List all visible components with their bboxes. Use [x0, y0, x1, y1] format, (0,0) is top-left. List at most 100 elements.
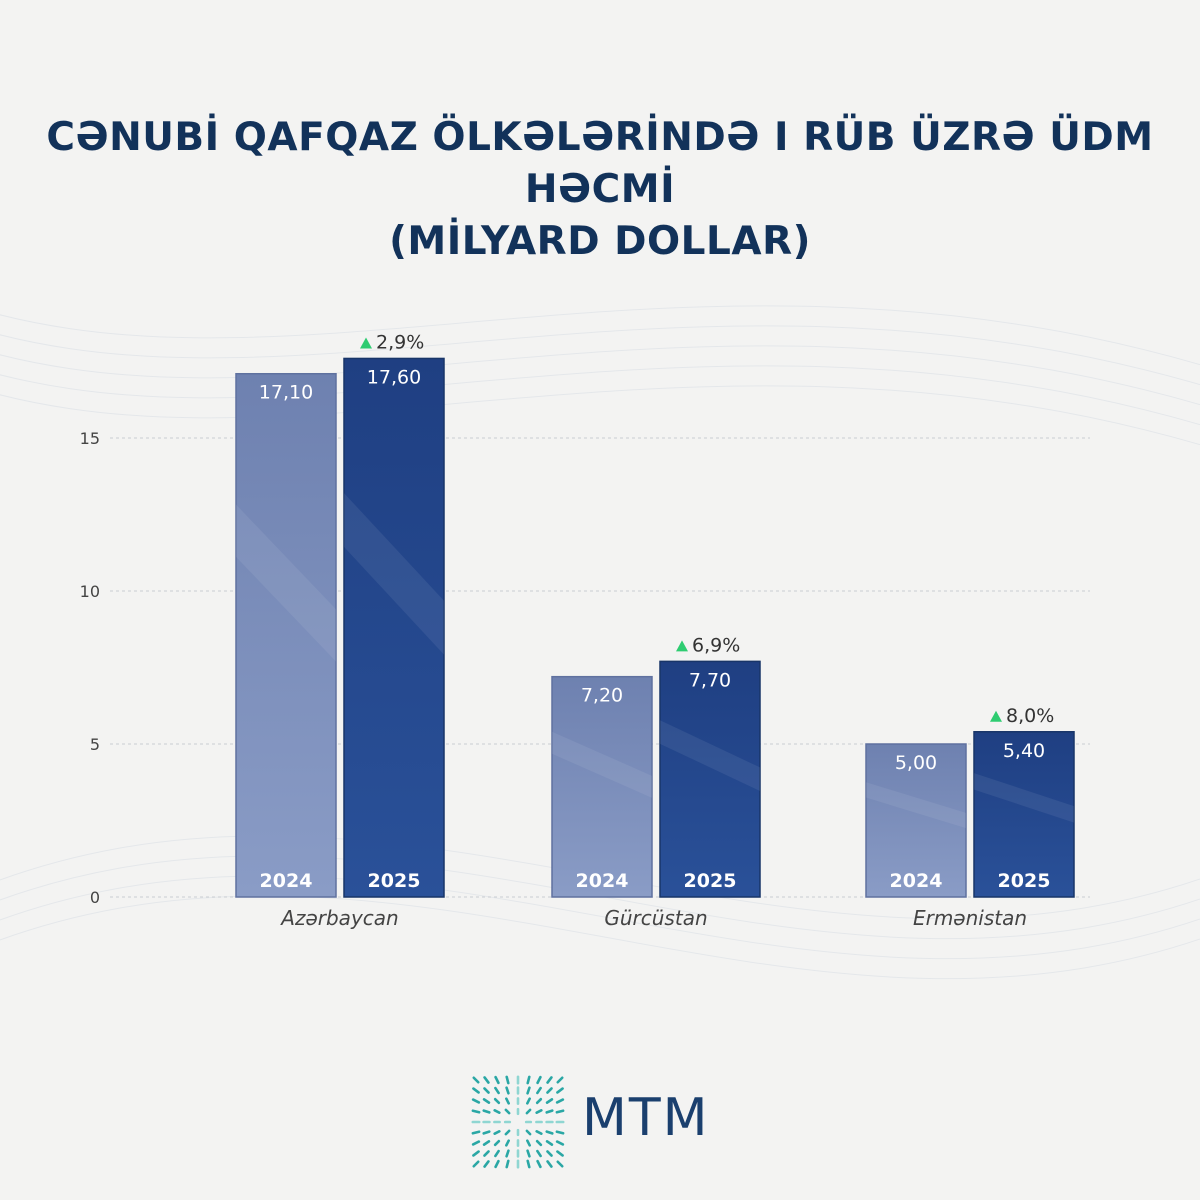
y-tick-label: 10: [80, 582, 100, 601]
bar-sheen: [236, 504, 336, 662]
logo-ray: [505, 1149, 510, 1158]
logo-ray: [525, 1129, 532, 1136]
logo-ray: [493, 1139, 501, 1147]
bar-value-label: 7,20: [581, 685, 623, 707]
logo-ray: [494, 1075, 500, 1085]
mtm-logo-mark: [471, 1075, 565, 1169]
logo-ray: [535, 1139, 543, 1147]
logo-ray: [472, 1087, 480, 1094]
category-label: Ermənistan: [913, 906, 1027, 930]
bar-sheen: [552, 731, 652, 798]
logo-ray: [555, 1140, 565, 1146]
bar-2025: [659, 660, 761, 898]
logo-ray: [536, 1086, 542, 1095]
bar-sheen: [660, 720, 760, 791]
bar-2025: [973, 731, 1075, 898]
logo-ray: [545, 1098, 554, 1104]
chart-title-line1: CƏNUBİ QAFQAZ ÖLKƏLƏRİNDƏ I RÜB ÜZRƏ ÜDM…: [46, 115, 1154, 212]
logo-ray: [505, 1139, 510, 1147]
change-percent-label: 2,9%: [376, 331, 424, 353]
logo-ray: [482, 1098, 491, 1104]
chart-title-line2: (MİLYARD DOLLAR): [389, 219, 811, 264]
logo-ray: [472, 1076, 480, 1084]
logo-ray: [505, 1159, 510, 1169]
bar-value-label: 5,00: [895, 752, 937, 774]
logo-ray: [526, 1097, 531, 1105]
bar-sheen: [866, 782, 966, 829]
logo-ray: [483, 1087, 490, 1094]
logo-ray: [505, 1075, 510, 1085]
logo-ray: [556, 1087, 564, 1094]
logo-ray: [483, 1150, 490, 1157]
logo-ray: [555, 1109, 565, 1114]
y-tick-label: 15: [80, 429, 100, 448]
logo-ray: [504, 1129, 511, 1136]
logo-ray: [525, 1108, 532, 1115]
logo-ray: [546, 1150, 553, 1157]
logo-ray: [493, 1130, 501, 1135]
category-label: Gürcüstan: [604, 906, 707, 930]
logo-ray: [556, 1076, 564, 1084]
logo-ray: [526, 1159, 531, 1169]
logo-ray: [505, 1086, 510, 1095]
logo-ray: [535, 1130, 543, 1135]
change-percent-label: 8,0%: [1006, 705, 1054, 727]
logo-ray: [504, 1108, 511, 1115]
bar-sheen: [344, 493, 444, 655]
bar-year-label: 2025: [998, 870, 1051, 892]
bar-value-label: 7,70: [689, 669, 731, 691]
brand-name: MTM: [582, 1088, 710, 1148]
logo-ray: [493, 1097, 501, 1105]
logo-ray: [536, 1075, 542, 1085]
bar-value-label: 17,10: [259, 382, 313, 404]
logo-ray: [546, 1076, 553, 1084]
logo-ray: [471, 1098, 481, 1104]
y-tick-label: 0: [90, 888, 100, 907]
logo-ray: [526, 1075, 531, 1085]
up-triangle-icon: [360, 337, 372, 349]
bar-year-label: 2024: [890, 870, 943, 892]
up-triangle-icon: [676, 640, 688, 652]
logo-ray: [471, 1140, 481, 1146]
logo-ray: [494, 1159, 500, 1169]
bar-year-label: 2025: [368, 870, 421, 892]
logo-ray: [526, 1086, 531, 1095]
logo-ray: [556, 1160, 564, 1168]
logo-ray: [545, 1109, 554, 1114]
logo-icon: [471, 1075, 565, 1169]
logo-ray: [526, 1139, 531, 1147]
y-tick-label: 5: [90, 735, 100, 754]
logo-ray: [535, 1109, 543, 1114]
logo-ray: [483, 1076, 490, 1084]
logo-ray: [526, 1149, 531, 1158]
logo-ray: [482, 1140, 491, 1146]
bar-year-label: 2024: [576, 870, 629, 892]
bar-2024: [865, 743, 967, 898]
bar-value-label: 17,60: [367, 366, 421, 388]
logo-ray: [546, 1087, 553, 1094]
logo-ray: [555, 1098, 565, 1104]
logo-ray: [505, 1097, 510, 1105]
logo-ray: [471, 1109, 481, 1114]
bar-2024: [235, 372, 337, 898]
chart-title: CƏNUBİ QAFQAZ ÖLKƏLƏRİNDƏ I RÜB ÜZRƏ ÜDM…: [0, 112, 1200, 268]
change-percent-label: 6,9%: [692, 634, 740, 656]
logo-ray: [493, 1109, 501, 1114]
logo-ray: [536, 1159, 542, 1169]
logo-ray: [536, 1149, 542, 1158]
logo-ray: [545, 1140, 554, 1146]
logo-ray: [546, 1160, 553, 1168]
bar-2025: [343, 357, 445, 898]
logo-ray: [535, 1097, 543, 1105]
category-label: Azərbaycan: [279, 906, 398, 930]
logo-ray: [494, 1086, 500, 1095]
logo-ray: [472, 1160, 480, 1168]
logo-ray: [482, 1109, 491, 1114]
logo-ray: [471, 1130, 481, 1135]
logo-ray: [494, 1149, 500, 1158]
logo-ray: [483, 1160, 490, 1168]
bar-sheen: [974, 773, 1074, 823]
up-triangle-icon: [990, 710, 1002, 722]
bar-value-label: 5,40: [1003, 740, 1045, 762]
